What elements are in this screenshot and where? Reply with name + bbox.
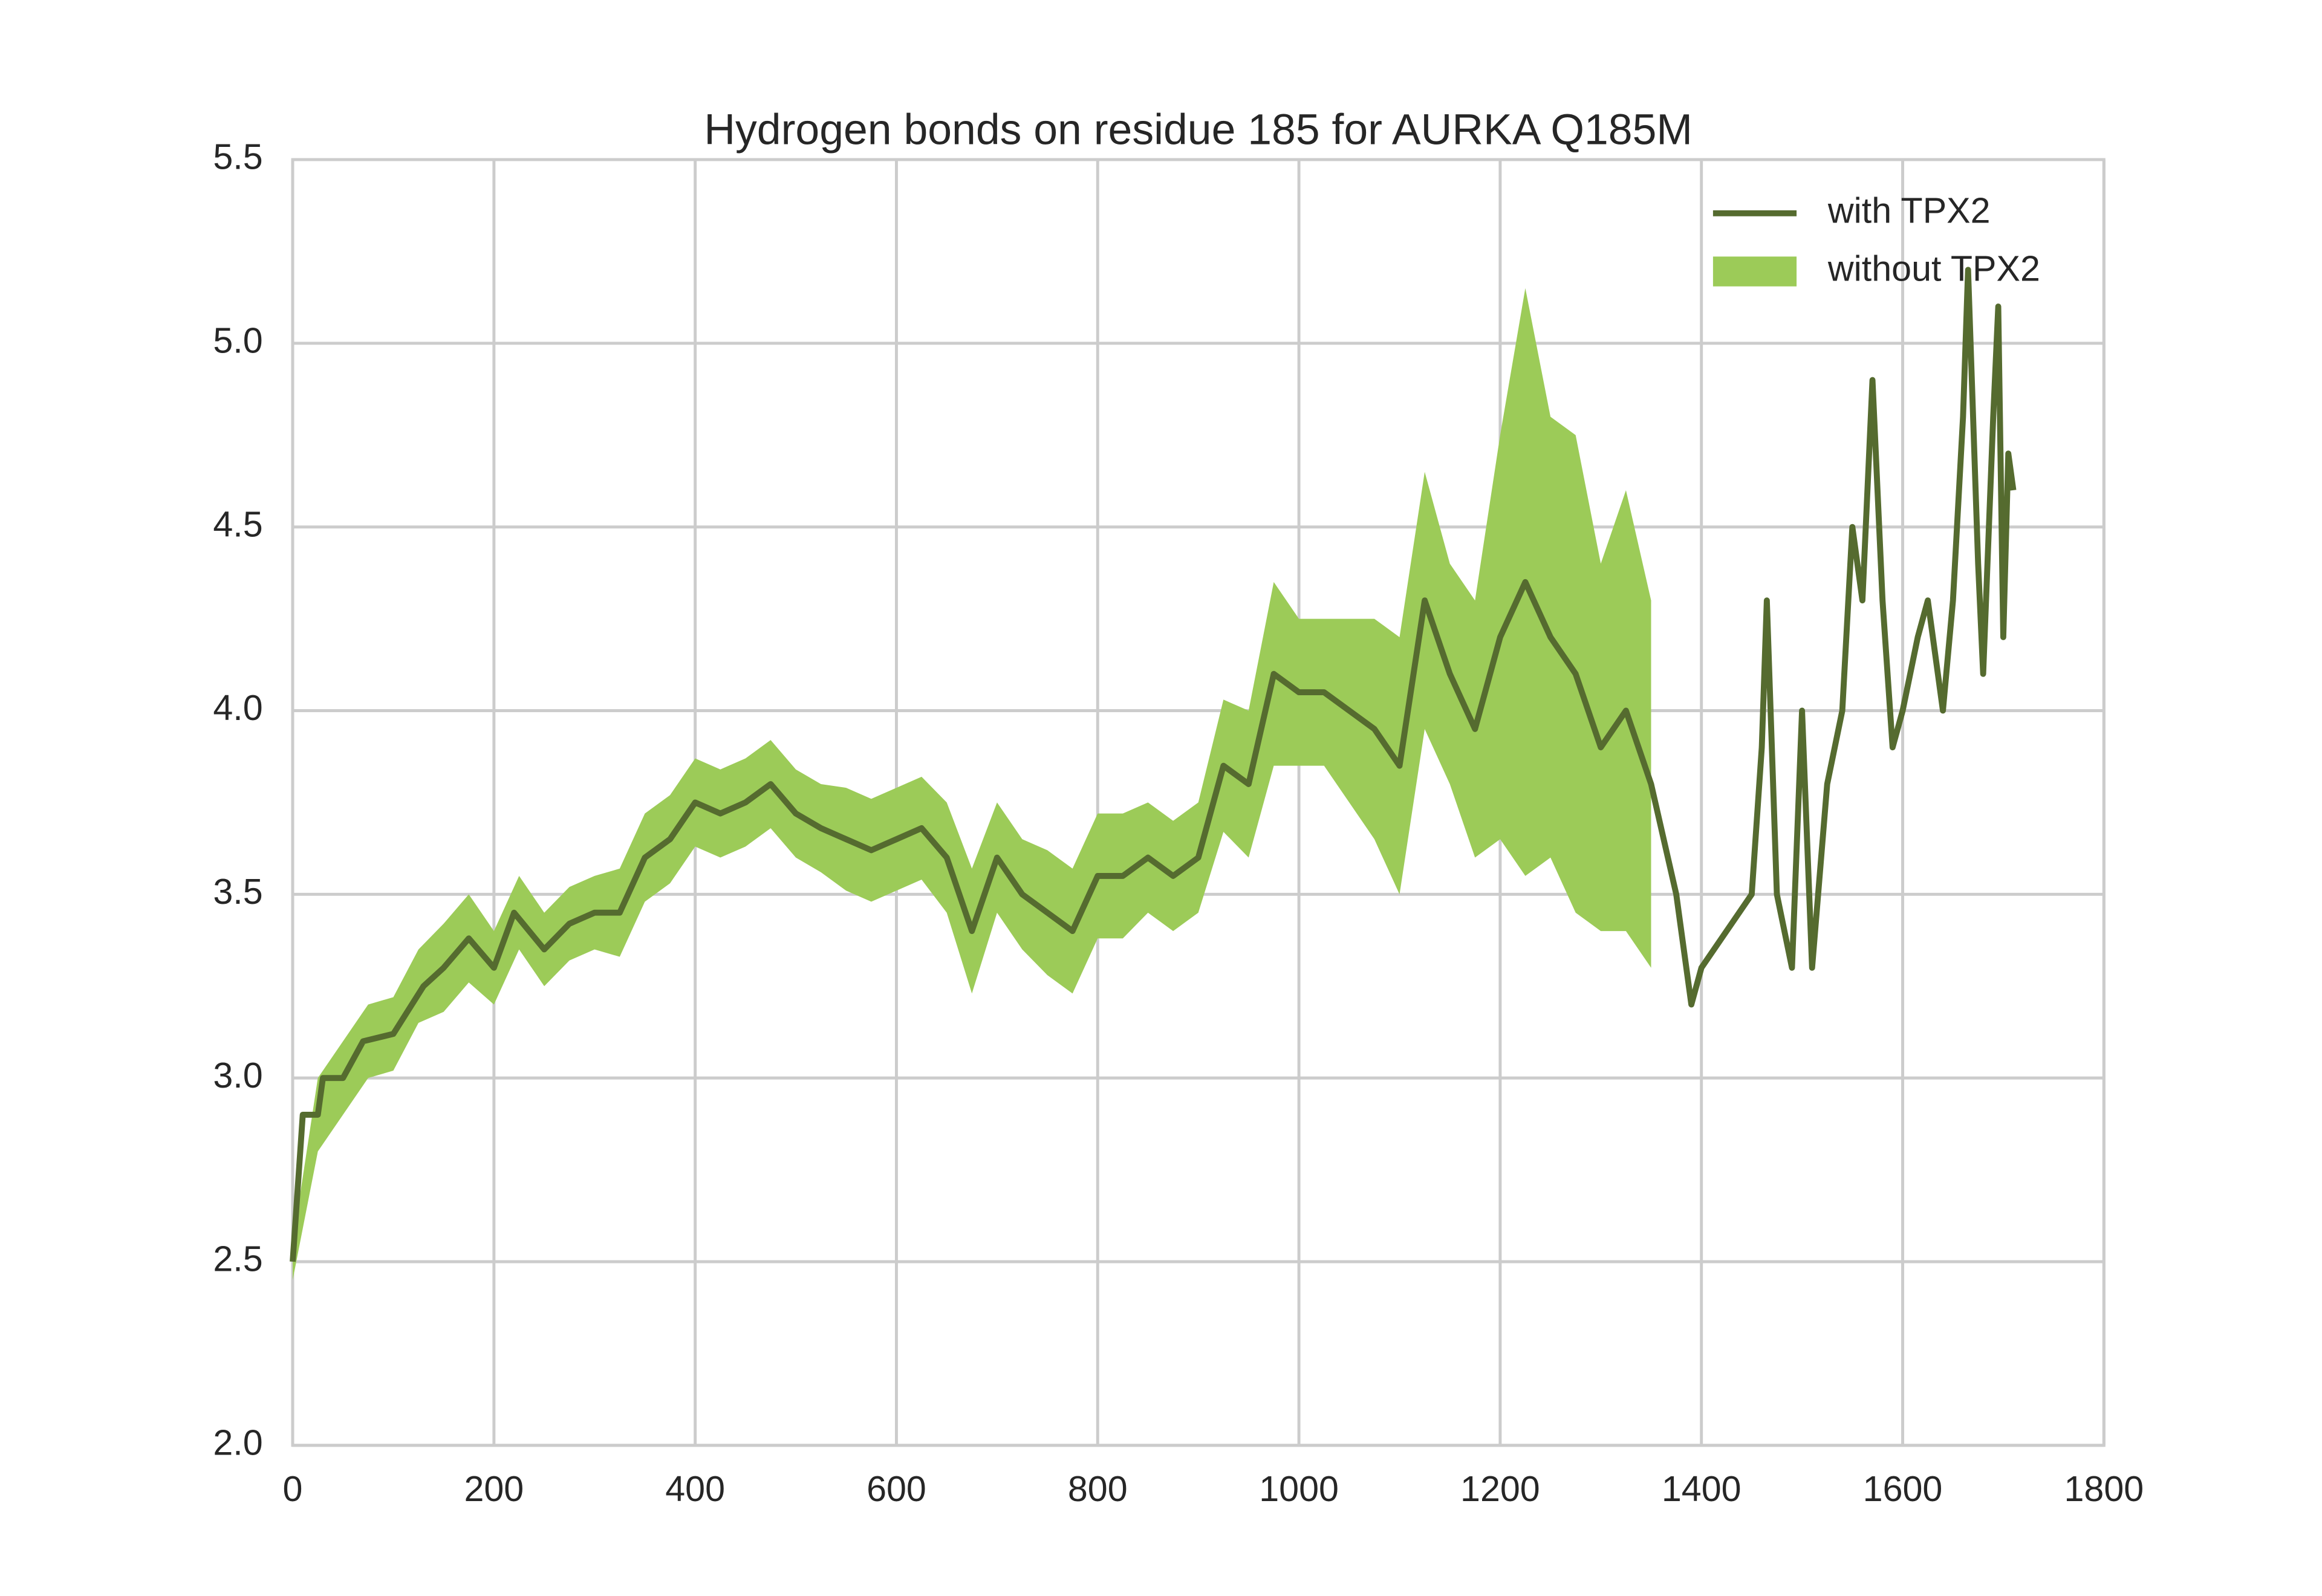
chart-title: Hydrogen bonds on residue 185 for AURKA … [704,105,1693,154]
x-tick-label: 200 [464,1468,524,1509]
x-tick-label: 1800 [2064,1468,2144,1509]
y-tick-label: 5.0 [213,320,262,360]
legend-label: with TPX2 [1827,190,1991,230]
x-tick-label: 400 [665,1468,725,1509]
y-tick-label: 4.5 [213,504,262,544]
x-tick-label: 1200 [1460,1468,1540,1509]
y-tick-label: 5.5 [213,137,262,177]
x-tick-label: 0 [283,1468,303,1509]
x-tick-label: 1000 [1259,1468,1339,1509]
plot-frame [291,158,2106,1447]
y-tick-label: 3.0 [213,1055,262,1095]
band [293,288,1651,1280]
x-tick-label: 1400 [1662,1468,1742,1509]
line [290,267,2017,1262]
y-tick-label: 2.5 [213,1239,262,1279]
x-tick-label: 800 [1068,1468,1128,1509]
x-tick-label: 1600 [1863,1468,1943,1509]
legend-label: without TPX2 [1827,248,2040,289]
y-tick-label: 3.5 [213,871,262,912]
y-tick-label: 4.0 [213,687,262,728]
legend-swatch [1712,256,1797,287]
y-tick-label: 2.0 [213,1422,262,1462]
x-tick-label: 600 [867,1468,926,1509]
